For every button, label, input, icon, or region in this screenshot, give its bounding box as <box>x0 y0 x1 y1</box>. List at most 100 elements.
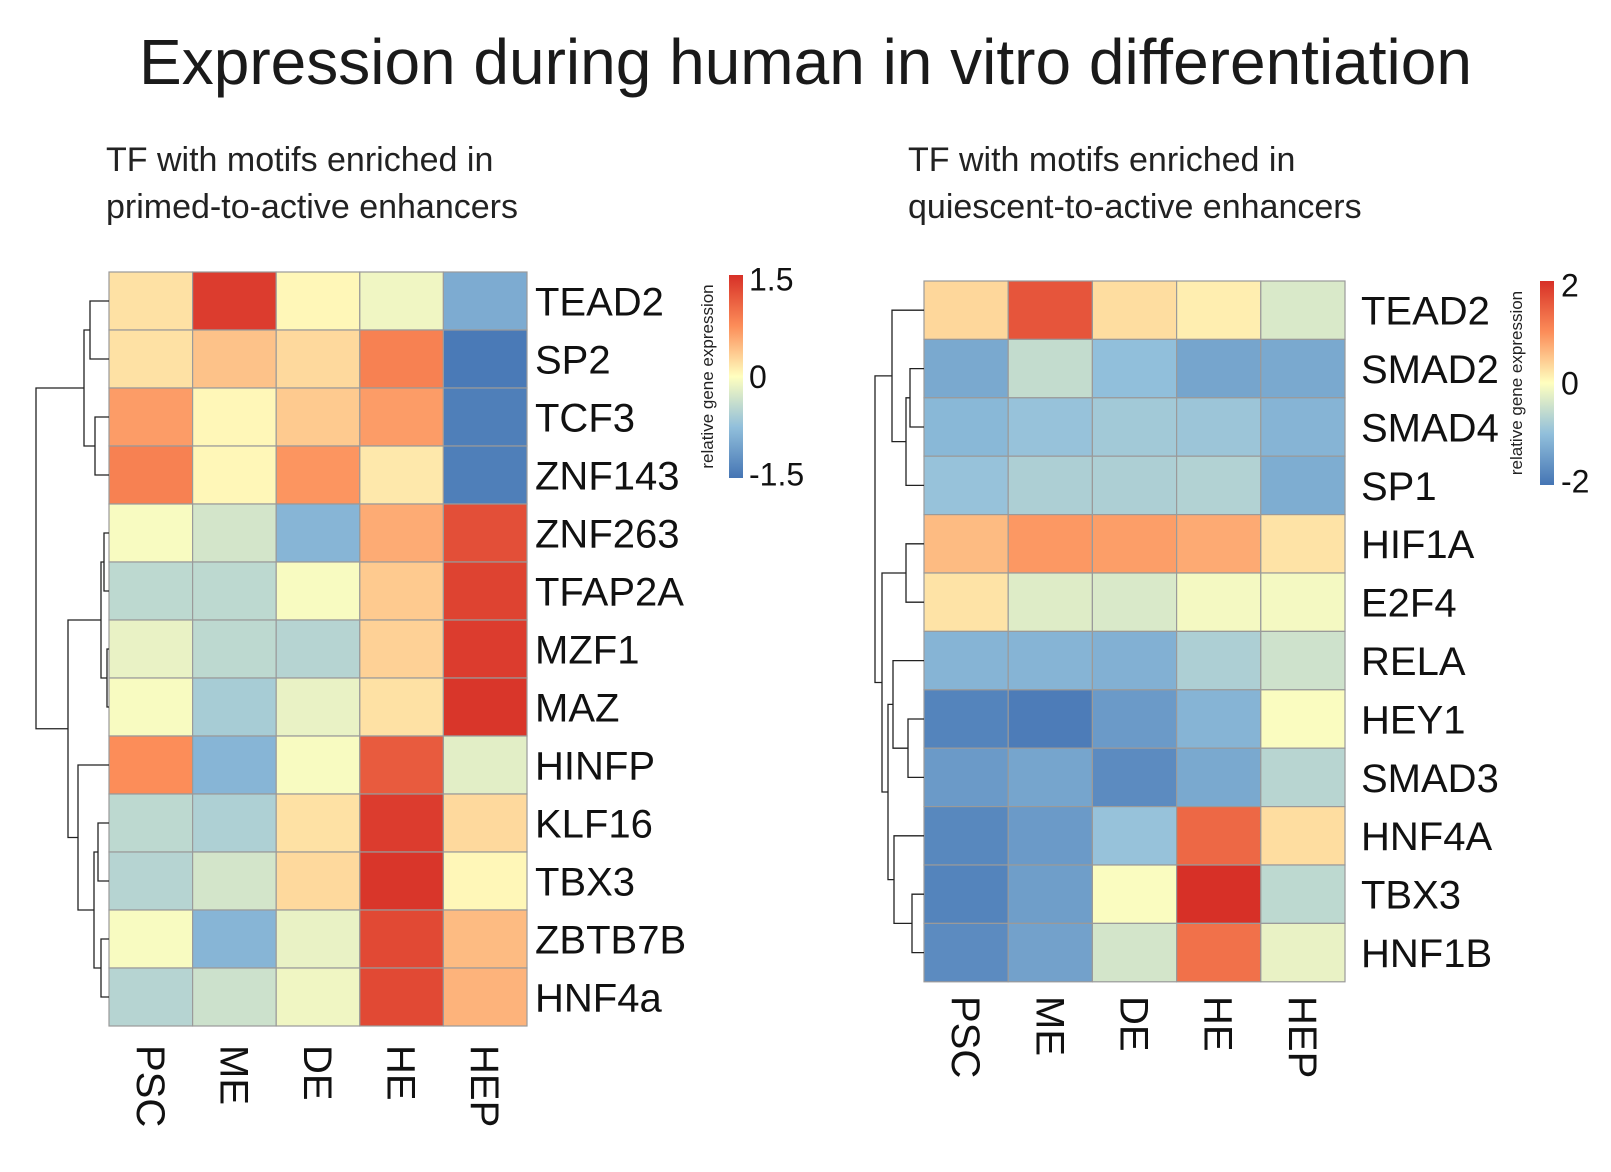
row-label-hif1a: HIF1A <box>1361 523 1475 567</box>
heatmap-cell-sp2-hep <box>442 329 528 389</box>
color-scale-bar <box>729 275 743 478</box>
heatmap-cell-hnf4a-psc <box>108 967 194 1027</box>
heatmap-cell-tcf3-me <box>192 387 277 447</box>
row-label-smad2: SMAD2 <box>1361 348 1499 392</box>
heatmap-cell-hnf4a-de <box>275 967 361 1027</box>
column-label-me: ME <box>211 1045 255 1105</box>
heatmap-cell-smad4-psc <box>923 397 1009 457</box>
heatmap-cell-smad4-he <box>1175 397 1262 457</box>
heatmap-cell-e2f4-psc <box>923 572 1009 633</box>
heatmap-cell-smad3-he <box>1175 747 1262 808</box>
heatmap-cell-mzf1-me <box>192 619 277 679</box>
heatmap-cell-tfap2a-me <box>192 561 277 621</box>
heatmap-cell-znf143-psc <box>108 445 194 505</box>
dendrogram-branch <box>103 532 109 592</box>
heatmap-cell-zbtb7b-he <box>359 909 444 969</box>
row-label-maz: MAZ <box>535 686 619 730</box>
heatmap-cell-hey1-hep <box>1260 689 1346 749</box>
row-label-sp2: SP2 <box>535 338 611 382</box>
heatmap-cell-tbx3-de <box>275 851 361 911</box>
heatmap-cell-tfap2a-psc <box>108 561 194 621</box>
heatmap-cell-zbtb7b-hep <box>442 909 528 969</box>
column-label-de: DE <box>1112 996 1156 1052</box>
color-scale-tick: 0 <box>1561 366 1579 402</box>
heatmap-cell-tcf3-hep <box>442 387 528 447</box>
heatmap-cell-tead2-he <box>1175 280 1262 341</box>
dendrogram-branch <box>97 822 109 882</box>
heatmap-cell-hinfp-de <box>275 735 361 795</box>
heatmap-cell-smad4-de <box>1091 397 1178 457</box>
heatmap-cell-sp1-de <box>1091 455 1178 516</box>
row-label-hnf1b: HNF1B <box>1361 932 1492 976</box>
row-label-tbx3: TBX3 <box>1361 874 1461 918</box>
row-label-tbx3: TBX3 <box>535 860 635 904</box>
dendrogram-branch <box>891 309 924 443</box>
dendrogram-branch <box>35 387 84 730</box>
heatmap-cell-hnf4a-hep <box>1260 805 1346 866</box>
dendrogram-branch <box>907 718 924 779</box>
row-label-hinfp: HINFP <box>535 744 655 788</box>
heatmap-cell-maz-de <box>275 677 361 737</box>
heatmap-cell-sp1-me <box>1007 455 1094 516</box>
heatmap-cell-e2f4-hep <box>1260 572 1346 633</box>
heatmap-cell-tead2-hep <box>442 271 528 331</box>
heatmap-cell-rela-psc <box>923 630 1009 691</box>
heatmap-cell-maz-psc <box>108 677 194 737</box>
row-label-e2f4: E2F4 <box>1361 582 1457 626</box>
heatmap-cell-smad4-hep <box>1260 397 1346 457</box>
dendrogram-branch <box>905 543 924 603</box>
heatmap-cell-smad3-psc <box>923 747 1009 808</box>
right-panel-subtitle: TF with motifs enriched in quiescent-to-… <box>908 137 1362 231</box>
heatmap-cell-smad2-he <box>1175 338 1262 399</box>
heatmap-cell-hey1-he <box>1175 689 1262 749</box>
heatmap-cell-hnf1b-me <box>1007 922 1094 983</box>
heatmap-cell-sp2-de <box>275 329 361 389</box>
row-label-tcf3: TCF3 <box>535 396 635 440</box>
row-label-hnf4a: HNF4a <box>535 976 662 1020</box>
heatmap-cell-tbx3-hep <box>1260 864 1346 925</box>
row-label-tead2: TEAD2 <box>1361 290 1490 334</box>
heatmap-cell-hinfp-hep <box>442 735 528 795</box>
heatmap-cell-znf143-he <box>359 445 444 505</box>
heatmap-cell-hif1a-me <box>1007 513 1094 574</box>
heatmap-cell-hnf4a-hep <box>442 967 528 1027</box>
heatmap-cell-znf143-hep <box>442 445 528 505</box>
heatmap-cell-smad3-de <box>1091 747 1178 808</box>
heatmap-cell-hnf4a-psc <box>923 805 1009 866</box>
heatmap-cell-tead2-me <box>1007 280 1094 341</box>
heatmap-cell-hey1-me <box>1007 689 1094 749</box>
heatmap-cell-znf263-de <box>275 503 361 563</box>
heatmap-cell-e2f4-de <box>1091 572 1178 633</box>
heatmap-cell-hey1-psc <box>923 689 1009 749</box>
heatmap-cell-tcf3-psc <box>108 387 194 447</box>
heatmap-cell-hif1a-de <box>1091 513 1178 574</box>
heatmap-cell-znf263-psc <box>108 503 194 563</box>
column-label-hep: HEP <box>1280 996 1324 1078</box>
column-label-he: HE <box>379 1045 423 1101</box>
heatmap-cell-tbx3-he <box>359 851 444 911</box>
left-subtitle-line-1: TF with motifs enriched in <box>106 141 494 179</box>
row-label-znf263: ZNF263 <box>535 512 680 556</box>
row-label-sp1: SP1 <box>1361 465 1437 509</box>
heatmap-cell-rela-me <box>1007 630 1094 691</box>
heatmap-cell-smad4-me <box>1007 397 1094 457</box>
dendrogram-branch <box>881 572 906 793</box>
heatmap-cell-mzf1-he <box>359 619 444 679</box>
heatmap-cell-hif1a-hep <box>1260 513 1346 574</box>
heatmap-cell-hnf4a-de <box>1091 805 1178 866</box>
dendrogram-branch <box>100 938 109 998</box>
heatmap-cell-hnf4a-he <box>359 967 444 1027</box>
right-subtitle-line-1: TF with motifs enriched in <box>908 141 1296 179</box>
row-label-tfap2a: TFAP2A <box>535 570 684 614</box>
heatmap-cell-e2f4-he <box>1175 572 1262 633</box>
heatmap-cell-hif1a-psc <box>923 513 1009 574</box>
heatmap-cell-sp1-he <box>1175 455 1262 516</box>
heatmap-cell-maz-me <box>192 677 277 737</box>
heatmap-cell-hinfp-he <box>359 735 444 795</box>
heatmap-cell-hnf1b-psc <box>923 922 1009 983</box>
heatmap-cell-smad2-me <box>1007 338 1094 399</box>
heatmap-cell-e2f4-me <box>1007 572 1094 633</box>
heatmap-cell-mzf1-psc <box>108 619 194 679</box>
heatmap-cell-sp2-me <box>192 329 277 389</box>
